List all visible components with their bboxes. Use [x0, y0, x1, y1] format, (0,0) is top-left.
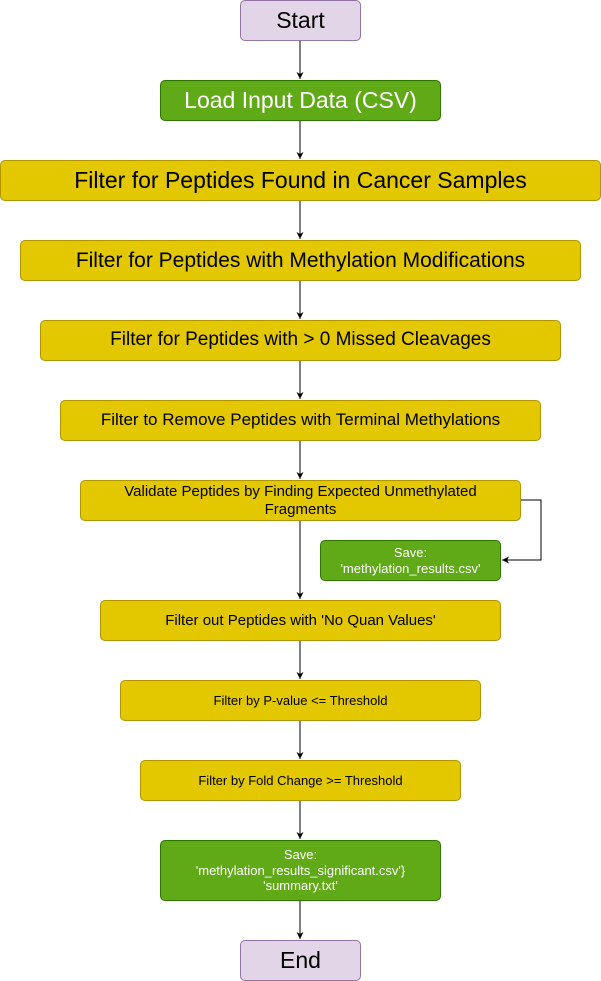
save-results-node: Save: 'methylation_results.csv' — [320, 540, 501, 581]
end-node: End — [240, 940, 361, 981]
filter-methylation-node: Filter for Peptides with Methylation Mod… — [20, 240, 581, 281]
filter-cancer-node: Filter for Peptides Found in Cancer Samp… — [0, 160, 601, 201]
start-node: Start — [240, 0, 361, 41]
edge-validate-save — [502, 499, 542, 564]
filter-missed-cleavages-node: Filter for Peptides with > 0 Missed Clea… — [40, 320, 561, 361]
filter-quan-node: Filter out Peptides with 'No Quan Values… — [100, 600, 501, 641]
validate-peptides-node: Validate Peptides by Finding Expected Un… — [80, 480, 521, 521]
load-input-node: Load Input Data (CSV) — [160, 80, 441, 121]
filter-fold-change-node: Filter by Fold Change >= Threshold — [140, 760, 461, 801]
save-significant-node: Save: 'methylation_results_significant.c… — [160, 840, 441, 901]
filter-pvalue-node: Filter by P-value <= Threshold — [120, 680, 481, 721]
filter-terminal-node: Filter to Remove Peptides with Terminal … — [60, 400, 541, 441]
